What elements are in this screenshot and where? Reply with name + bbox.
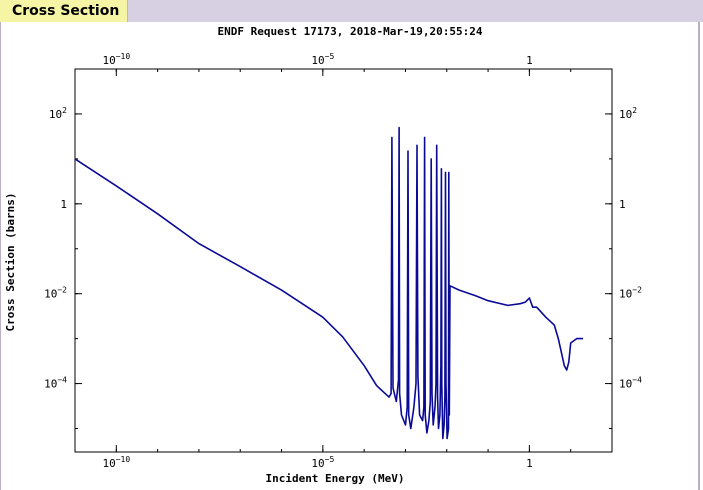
- x-tick-label-bottom: 10−5: [311, 455, 334, 470]
- chart-title: ENDF Request 17173, 2018-Mar-19,20:55:24: [218, 25, 483, 38]
- x-axis-label: Incident Energy (MeV): [265, 472, 404, 485]
- axis-ticks: [74, 68, 613, 452]
- y-tick-label-left: 10−4: [44, 376, 67, 391]
- plot-area: [74, 68, 613, 453]
- y-tick-label-right: 10−4: [619, 376, 642, 391]
- tab-cross-section[interactable]: Cross Section: [0, 0, 129, 22]
- x-tick-label-bottom: 10−10: [102, 455, 130, 470]
- y-tick-label-right: 1: [619, 198, 626, 211]
- y-tick-label-left: 10−2: [44, 286, 67, 301]
- y-tick-label-right: 102: [619, 106, 637, 121]
- plot-frame: [0, 22, 700, 490]
- tick-labels: 10−10 10−10 10−5 10−5 1 1 102 102 1 1 10−2 10−2 10−4…: [44, 52, 642, 470]
- x-tick-label-top: 1: [526, 54, 533, 67]
- y-axis-label: Cross Section (barns): [4, 192, 17, 331]
- title-bar: [0, 0, 703, 22]
- y-tick-label-left: 1: [60, 198, 67, 211]
- x-tick-label-bottom: 1: [526, 457, 533, 470]
- y-tick-label-right: 10−2: [619, 286, 642, 301]
- x-tick-label-top: 10−10: [102, 52, 130, 67]
- cross-section-curve: [74, 126, 584, 440]
- y-tick-label-left: 102: [49, 106, 67, 121]
- x-tick-label-top: 10−5: [311, 52, 334, 67]
